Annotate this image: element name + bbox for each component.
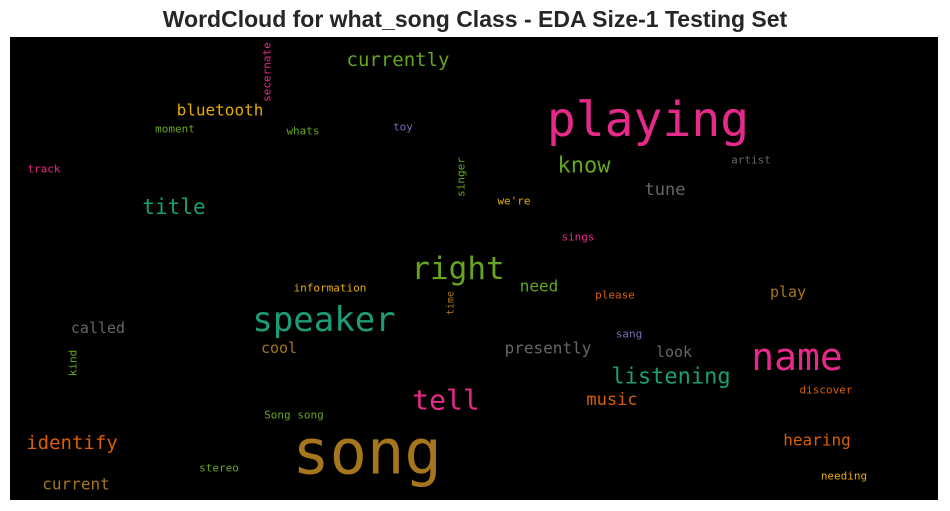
word-playing: playing	[547, 92, 749, 148]
word-stereo: stereo	[199, 462, 239, 475]
word-tell: tell	[412, 384, 479, 417]
word-tune: tune	[645, 180, 686, 200]
word-song: song	[292, 416, 441, 489]
word-need: need	[520, 277, 559, 296]
word-singer: singer	[455, 157, 468, 197]
chart-title: WordCloud for what_song Class - EDA Size…	[162, 6, 788, 32]
word-whats: whats	[286, 125, 319, 138]
word-sang: sang	[616, 328, 643, 341]
word-sings: sings	[561, 231, 594, 244]
word-artist: artist	[731, 154, 771, 167]
wordcloud-svg: song playing name speaker right tell know liste…	[26, 42, 867, 494]
word-play: play	[770, 283, 806, 301]
word-please: please	[595, 289, 635, 302]
word-needing: needing	[821, 470, 867, 483]
word-toy: toy	[393, 121, 413, 134]
word-information: information	[294, 282, 367, 295]
word-time: time	[446, 291, 457, 315]
word-secernate: secernate	[261, 42, 274, 102]
word-right: right	[411, 251, 504, 287]
word-hearing: hearing	[783, 431, 850, 450]
word-discover: discover	[800, 384, 853, 397]
word-kind: kind	[67, 350, 80, 377]
word-look: look	[656, 343, 692, 361]
word-speaker: speaker	[252, 300, 395, 340]
word-track: track	[27, 163, 60, 176]
word-name: name	[751, 335, 843, 379]
word-title: title	[142, 195, 205, 219]
wordcloud-canvas: song playing name speaker right tell know liste…	[10, 37, 938, 500]
word-moment: moment	[155, 123, 195, 136]
word-song-song: Song song	[264, 409, 324, 422]
word-we-re: we're	[497, 195, 530, 208]
word-listening: listening	[611, 365, 730, 390]
word-music: music	[586, 390, 637, 410]
word-currently: currently	[347, 49, 450, 71]
word-presently: presently	[505, 339, 592, 358]
word-identify: identify	[26, 432, 118, 454]
word-called: called	[71, 319, 125, 337]
word-current: current	[42, 475, 109, 494]
word-cool: cool	[261, 339, 297, 357]
word-bluetooth: bluetooth	[177, 101, 264, 120]
word-know: know	[558, 154, 612, 179]
